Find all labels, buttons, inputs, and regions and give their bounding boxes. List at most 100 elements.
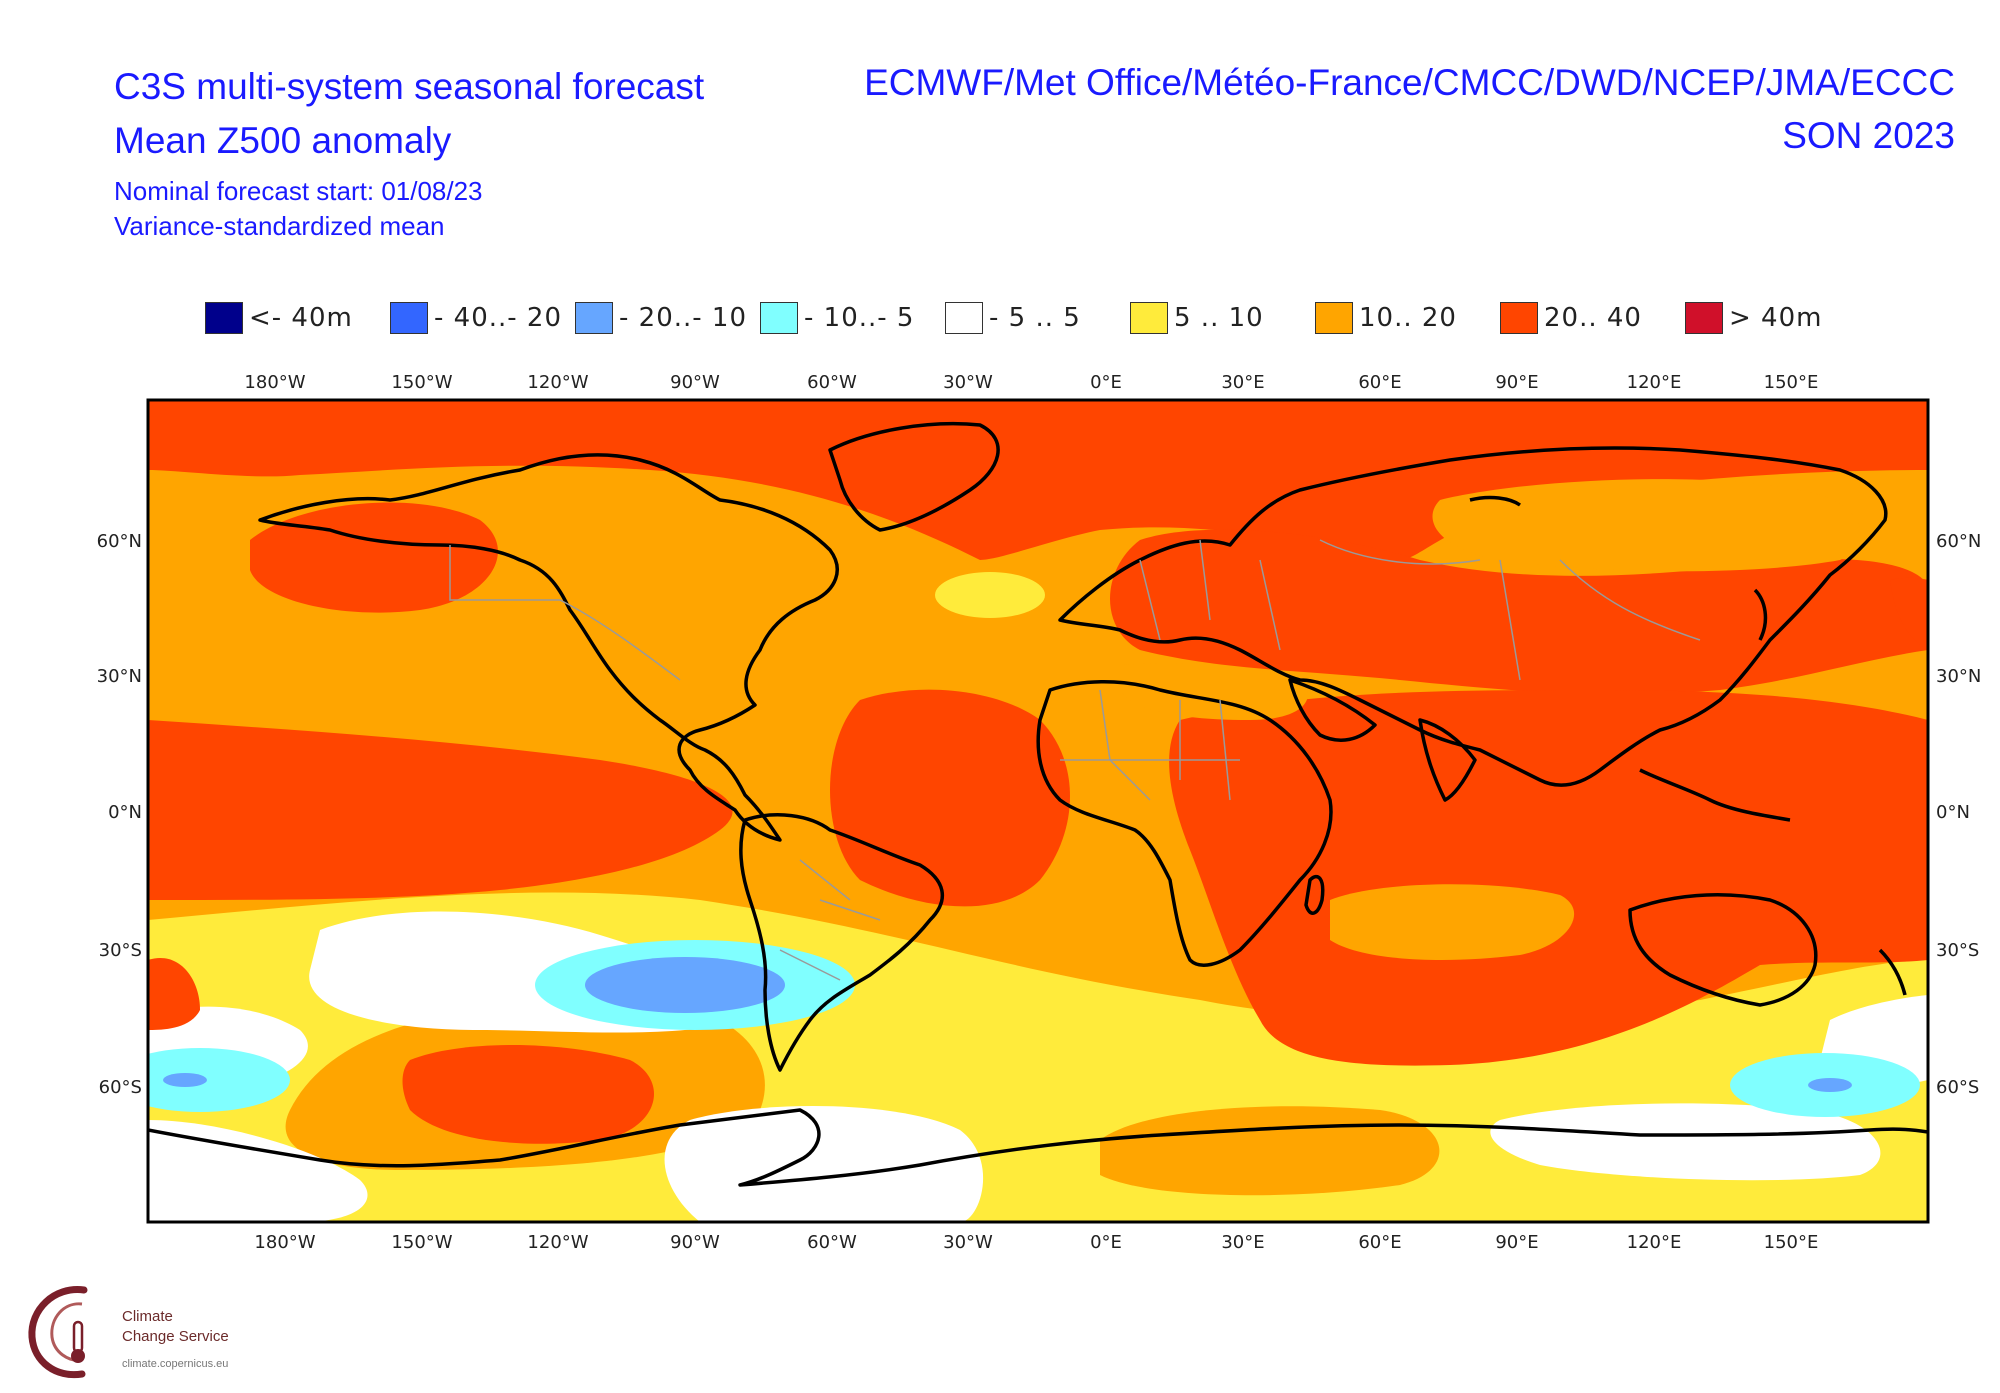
anomaly-field [148, 400, 1928, 1222]
coastline-japan [1753, 588, 1768, 641]
lon-tick: 150°E [1764, 1232, 1819, 1253]
coastline-eurasia [1058, 446, 1888, 787]
anomaly-region [250, 502, 498, 613]
chart-title-variable: Mean Z500 anomaly [114, 120, 452, 161]
legend-item: - 5 .. 5 [945, 300, 1081, 336]
anomaly-region [1890, 577, 1928, 650]
legend-label: - 5 .. 5 [989, 303, 1081, 333]
coastline-islands [1469, 495, 1522, 507]
country-borders [449, 539, 1701, 981]
lat-tick: 0°N [108, 802, 142, 823]
anomaly-region [148, 958, 200, 1030]
legend-swatch [1315, 302, 1353, 334]
coastline-north-america [258, 453, 839, 842]
legend-swatch [205, 302, 243, 334]
lon-tick: 30°E [1221, 1232, 1264, 1253]
thermometer-icon [71, 1320, 85, 1363]
standardization-label: Variance-standardized mean [114, 211, 445, 241]
anomaly-region [1100, 1106, 1440, 1196]
coastline-australia [1628, 893, 1818, 1007]
lon-tick: 120°W [527, 372, 588, 393]
anomaly-region [935, 572, 1045, 618]
lon-tick: 120°E [1627, 1232, 1682, 1253]
copernicus-logo [28, 1286, 88, 1379]
anomaly-region [830, 689, 1070, 907]
legend-swatch [760, 302, 798, 334]
lon-tick: 90°W [670, 372, 720, 393]
legend-item: - 10..- 5 [760, 300, 914, 336]
coastline-arabia [1288, 678, 1377, 742]
lon-tick: 30°W [943, 372, 993, 393]
lat-tick: 30°S [99, 940, 142, 961]
lon-tick: 150°W [391, 372, 452, 393]
coastline-new-zealand [1878, 948, 1907, 996]
legend-label: 10.. 20 [1359, 303, 1457, 333]
anomaly-region [1490, 1103, 1881, 1181]
lat-tick: 60°N [1936, 531, 1981, 552]
legend-item: <- 40m [205, 300, 353, 336]
coastline-antarctica [148, 1108, 1928, 1187]
legend-label: 20.. 40 [1544, 303, 1642, 333]
lat-tick: 60°N [97, 531, 142, 552]
lat-tick: 60°S [99, 1077, 142, 1098]
coastline-indonesia [1639, 768, 1791, 822]
anomaly-region [163, 1073, 207, 1087]
coastline-india [1418, 718, 1477, 802]
lat-tick: 60°S [1936, 1077, 1979, 1098]
legend-item: 10.. 20 [1315, 300, 1457, 336]
lon-tick: 60°E [1358, 1232, 1401, 1253]
season-label: SON 2023 [1782, 115, 1955, 156]
anomaly-region [1330, 884, 1575, 960]
legend-label: 5 .. 10 [1174, 303, 1264, 333]
lon-tick: 60°E [1358, 372, 1401, 393]
legend-label: > 40m [1729, 303, 1823, 333]
legend-item: - 20..- 10 [575, 300, 747, 336]
legend-label: - 40..- 20 [434, 303, 562, 333]
lon-tick: 90°W [670, 1232, 720, 1253]
legend-label: - 20..- 10 [619, 303, 747, 333]
logo-url: climate.copernicus.eu [122, 1358, 229, 1370]
chart-title: C3S multi-system seasonal forecast [114, 66, 705, 107]
lat-ticks-right: 60°N 30°N 0°N 30°S 60°S [1936, 531, 1981, 1098]
lon-tick: 180°W [244, 372, 305, 393]
centres-label: ECMWF/Met Office/Météo-France/CMCC/DWD/N… [864, 62, 1955, 103]
lon-tick: 90°E [1495, 1232, 1538, 1253]
lon-tick: 150°W [391, 1232, 452, 1253]
legend-swatch [390, 302, 428, 334]
lon-tick: 0°E [1090, 1232, 1122, 1253]
lat-tick: 0°N [1936, 802, 1970, 823]
legend-swatch [1500, 302, 1538, 334]
legend-item: > 40m [1685, 300, 1822, 336]
anomaly-region [148, 400, 1928, 560]
coastline-south-america [739, 813, 945, 1072]
lon-tick: 60°W [807, 1232, 857, 1253]
legend-swatch [575, 302, 613, 334]
anomaly-region [664, 1106, 984, 1222]
lon-tick: 30°W [943, 1232, 993, 1253]
legend-item: 5 .. 10 [1130, 300, 1264, 336]
lat-tick: 30°S [1936, 940, 1979, 961]
legend-label: <- 40m [249, 303, 353, 333]
legend-item: - 40..- 20 [390, 300, 562, 336]
coastline-greenland [828, 421, 1000, 532]
anomaly-region [1808, 1078, 1852, 1092]
logo-text-service: Change Service [122, 1328, 229, 1345]
world-map: 180°W 150°W 120°W 90°W 60°W 30°W 0°E 30°… [97, 372, 1982, 1253]
anomaly-region [1432, 479, 1861, 572]
map-frame [146, 398, 1930, 1224]
coastline-madagascar [1304, 874, 1325, 915]
coastlines [148, 421, 1928, 1187]
legend-swatch [945, 302, 983, 334]
lon-ticks-bottom: 180°W 150°W 120°W 90°W 60°W 30°W 0°E 30°… [254, 1232, 1818, 1253]
anomaly-region [1110, 529, 1928, 695]
lat-tick: 30°N [1936, 666, 1981, 687]
anomaly-region [148, 1048, 290, 1112]
logo-text-climate: Climate [122, 1308, 173, 1325]
legend-item: 20.. 40 [1500, 300, 1642, 336]
anomaly-region [402, 1045, 654, 1144]
legend-label: - 10..- 5 [804, 303, 915, 333]
anomaly-region [1120, 663, 1308, 720]
lon-tick: 0°E [1090, 372, 1122, 393]
lon-tick: 150°E [1764, 372, 1819, 393]
legend-swatch [1130, 302, 1168, 334]
